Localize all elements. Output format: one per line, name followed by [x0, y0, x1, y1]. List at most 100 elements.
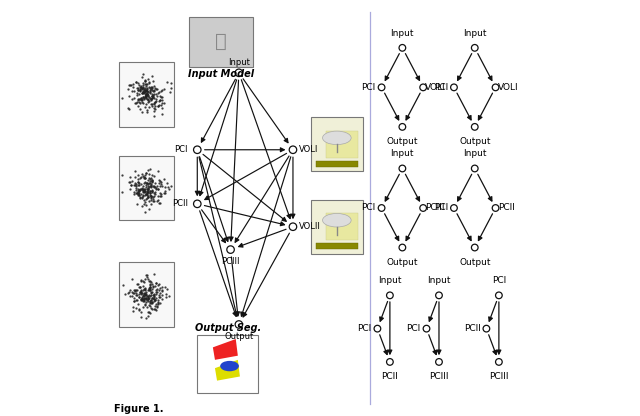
Point	[148, 183, 159, 189]
Point	[141, 81, 151, 87]
Point	[149, 193, 159, 199]
Point	[135, 86, 145, 93]
Point	[140, 173, 150, 180]
Point	[145, 283, 156, 290]
Point	[138, 187, 148, 193]
Text: Output: Output	[387, 137, 418, 146]
Circle shape	[378, 84, 385, 91]
Point	[145, 287, 156, 293]
Point	[144, 277, 154, 284]
Point	[153, 103, 163, 110]
Point	[140, 87, 150, 93]
Text: PCI: PCI	[362, 83, 376, 92]
Point	[154, 97, 164, 103]
Point	[141, 292, 151, 299]
Point	[116, 171, 127, 178]
Point	[164, 88, 175, 95]
Point	[142, 88, 152, 95]
Point	[145, 95, 156, 102]
Point	[142, 292, 152, 299]
Point	[143, 313, 153, 319]
Point	[153, 168, 163, 175]
Point	[145, 179, 155, 186]
Point	[138, 172, 148, 179]
Point	[147, 295, 157, 302]
Point	[136, 186, 147, 193]
Point	[147, 187, 157, 193]
Point	[134, 191, 145, 198]
Point	[146, 193, 156, 200]
Point	[129, 188, 139, 195]
Circle shape	[420, 205, 426, 211]
Point	[130, 179, 140, 186]
Point	[145, 277, 156, 284]
Point	[129, 191, 139, 198]
Point	[138, 188, 148, 195]
Point	[147, 93, 157, 99]
Circle shape	[289, 223, 297, 230]
Point	[130, 288, 140, 295]
Point	[132, 176, 143, 183]
Point	[137, 297, 147, 304]
Point	[143, 167, 153, 174]
Point	[140, 92, 150, 99]
Point	[144, 171, 154, 178]
Point	[131, 290, 141, 297]
Text: Output: Output	[387, 258, 418, 267]
Point	[143, 103, 154, 110]
Point	[133, 84, 143, 91]
Point	[129, 298, 139, 305]
Point	[127, 177, 137, 184]
Point	[140, 291, 150, 298]
Point	[138, 293, 148, 300]
Point	[143, 193, 153, 200]
Point	[149, 188, 159, 195]
Point	[125, 182, 136, 188]
Point	[139, 279, 149, 286]
Point	[153, 186, 163, 193]
Point	[144, 285, 154, 292]
Point	[156, 93, 166, 99]
Text: PCIII: PCIII	[425, 203, 445, 213]
Point	[138, 303, 148, 310]
Point	[141, 93, 151, 99]
Point	[137, 97, 147, 103]
Point	[151, 95, 161, 102]
Point	[135, 194, 145, 201]
Point	[155, 193, 165, 199]
Point	[141, 182, 151, 189]
Point	[156, 97, 166, 103]
Point	[146, 174, 156, 181]
Point	[145, 285, 156, 292]
Text: Input: Input	[228, 58, 250, 67]
Point	[155, 97, 165, 104]
Point	[149, 283, 159, 290]
Circle shape	[399, 124, 406, 130]
Point	[126, 182, 136, 188]
Point	[138, 277, 148, 284]
Point	[137, 85, 147, 92]
Bar	[311, 200, 363, 254]
Point	[157, 99, 167, 106]
Polygon shape	[215, 360, 240, 381]
Point	[135, 289, 145, 295]
Point	[157, 296, 167, 302]
Point	[141, 191, 151, 197]
Point	[138, 188, 148, 195]
Point	[146, 296, 156, 303]
Point	[166, 183, 177, 189]
Point	[143, 180, 154, 187]
Point	[145, 85, 155, 92]
Point	[149, 83, 159, 89]
Point	[159, 86, 170, 92]
Point	[143, 177, 153, 184]
Point	[129, 287, 140, 294]
Point	[124, 106, 134, 113]
Point	[142, 188, 152, 194]
Point	[145, 282, 155, 288]
Point	[161, 290, 172, 297]
Point	[153, 301, 163, 308]
Point	[137, 89, 147, 96]
Point	[142, 87, 152, 94]
Point	[143, 287, 153, 293]
